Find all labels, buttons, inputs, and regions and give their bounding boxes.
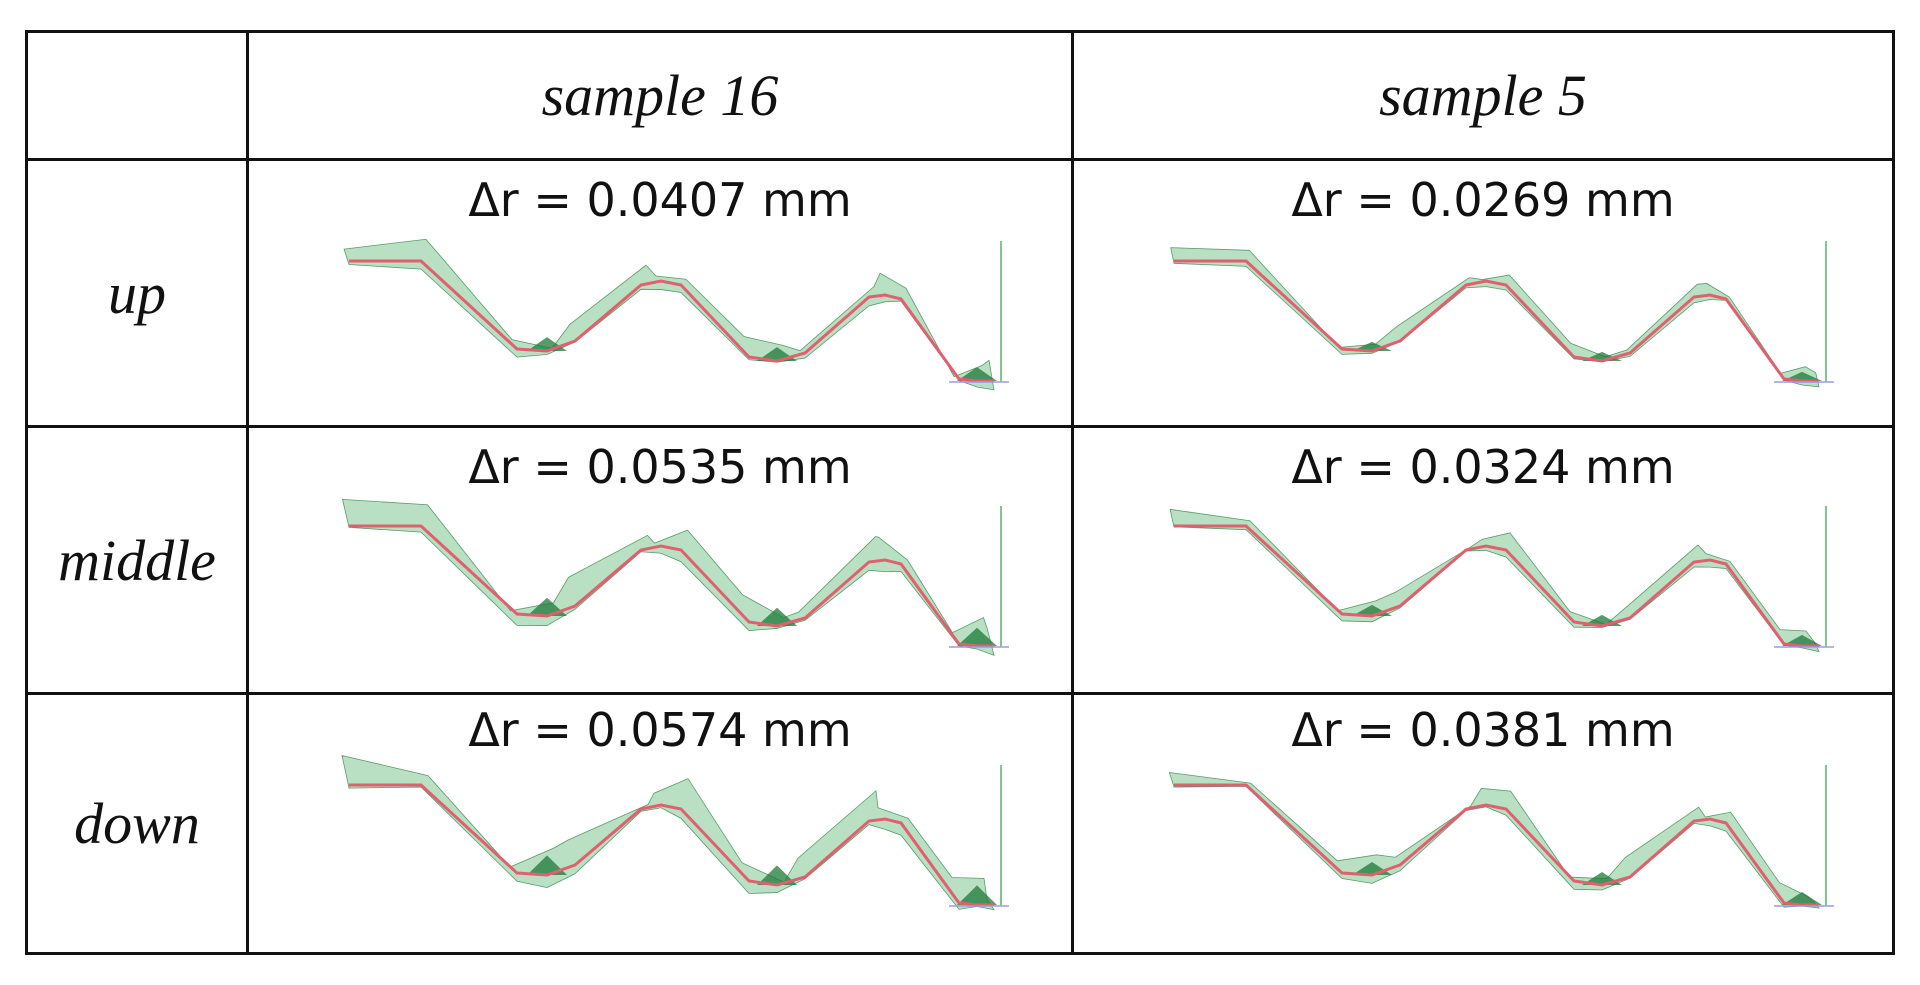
profile-deviation-plot bbox=[341, 754, 1009, 911]
profile-deviation-plot bbox=[1170, 241, 1834, 388]
nominal-profile-line bbox=[1174, 783, 1819, 907]
deviation-value: Δr = 0.0574 mm bbox=[468, 703, 852, 757]
deviation-band bbox=[1168, 772, 1820, 909]
nominal-profile-line bbox=[1174, 524, 1819, 648]
column-divider bbox=[246, 33, 249, 952]
column-header-label: sample 16 bbox=[541, 63, 779, 128]
deviation-band bbox=[341, 754, 995, 911]
deviation-value: Δr = 0.0535 mm bbox=[468, 440, 852, 494]
deviation-peak bbox=[757, 865, 797, 885]
row-label-text: middle bbox=[58, 527, 216, 593]
deviation-peak bbox=[957, 627, 997, 646]
row-label-down: down bbox=[28, 695, 246, 952]
nominal-profile-line bbox=[349, 783, 994, 907]
column-divider bbox=[1071, 33, 1074, 952]
column-header-label: sample 5 bbox=[1379, 63, 1587, 128]
deviation-band bbox=[343, 238, 995, 391]
deviation-value: Δr = 0.0269 mm bbox=[1291, 173, 1675, 227]
deviation-band bbox=[1169, 508, 1820, 653]
profile-deviation-plot bbox=[343, 238, 1009, 391]
nominal-profile-line bbox=[1174, 259, 1819, 383]
column-header-sample-16: sample 16 bbox=[249, 33, 1071, 158]
row-label-up: up bbox=[28, 161, 246, 425]
nominal-profile-line bbox=[349, 259, 994, 383]
results-table: sample 16 sample 5 up middle down Δr = 0… bbox=[25, 30, 1895, 955]
deviation-band bbox=[1170, 247, 1820, 388]
nominal-profile-line bbox=[349, 524, 994, 648]
deviation-value: Δr = 0.0381 mm bbox=[1291, 703, 1675, 757]
cell-down-sample-16: Δr = 0.0574 mm bbox=[249, 695, 1071, 952]
profile-deviation-plot bbox=[1169, 506, 1834, 653]
cell-down-sample-5: Δr = 0.0381 mm bbox=[1074, 695, 1892, 952]
row-label-middle: middle bbox=[28, 428, 246, 692]
deviation-peak bbox=[957, 367, 997, 381]
row-divider bbox=[28, 692, 1892, 695]
deviation-peak bbox=[757, 607, 797, 626]
deviation-band bbox=[341, 498, 995, 656]
cell-up-sample-16: Δr = 0.0407 mm bbox=[249, 161, 1071, 425]
deviation-peak bbox=[1782, 634, 1822, 646]
row-divider bbox=[28, 158, 1892, 161]
profile-deviation-plot bbox=[1168, 765, 1834, 909]
column-header-sample-5: sample 5 bbox=[1074, 33, 1892, 158]
deviation-peak bbox=[1782, 891, 1822, 905]
deviation-value: Δr = 0.0324 mm bbox=[1291, 440, 1675, 494]
deviation-peak bbox=[957, 885, 997, 905]
row-label-text: down bbox=[74, 791, 200, 856]
cell-up-sample-5: Δr = 0.0269 mm bbox=[1074, 161, 1892, 425]
cell-middle-sample-5: Δr = 0.0324 mm bbox=[1074, 428, 1892, 692]
cell-middle-sample-16: Δr = 0.0535 mm bbox=[249, 428, 1071, 692]
profile-deviation-plot bbox=[341, 498, 1009, 656]
deviation-value: Δr = 0.0407 mm bbox=[468, 173, 852, 227]
row-label-text: up bbox=[108, 260, 166, 326]
row-divider bbox=[28, 425, 1892, 428]
